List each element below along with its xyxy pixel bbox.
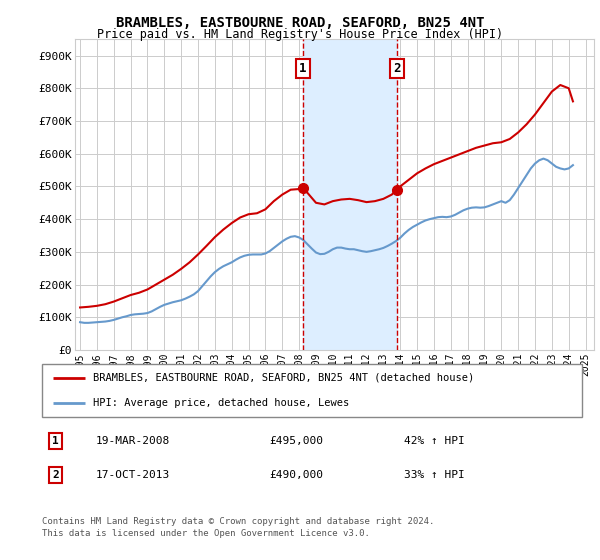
Text: 33% ↑ HPI: 33% ↑ HPI xyxy=(404,470,464,480)
Text: £490,000: £490,000 xyxy=(269,470,323,480)
Bar xyxy=(302,39,397,350)
Text: 17-OCT-2013: 17-OCT-2013 xyxy=(96,470,170,480)
Text: BRAMBLES, EASTBOURNE ROAD, SEAFORD, BN25 4NT: BRAMBLES, EASTBOURNE ROAD, SEAFORD, BN25… xyxy=(116,16,484,30)
Text: Price paid vs. HM Land Registry's House Price Index (HPI): Price paid vs. HM Land Registry's House … xyxy=(97,28,503,41)
Text: 2: 2 xyxy=(52,470,59,480)
Text: HPI: Average price, detached house, Lewes: HPI: Average price, detached house, Lewe… xyxy=(94,398,350,408)
Text: 1: 1 xyxy=(299,62,307,75)
FancyBboxPatch shape xyxy=(42,364,582,417)
Text: 42% ↑ HPI: 42% ↑ HPI xyxy=(404,436,464,446)
Text: 1: 1 xyxy=(52,436,59,446)
Text: 2: 2 xyxy=(393,62,400,75)
Text: Contains HM Land Registry data © Crown copyright and database right 2024.: Contains HM Land Registry data © Crown c… xyxy=(42,517,434,526)
Text: 19-MAR-2008: 19-MAR-2008 xyxy=(96,436,170,446)
Text: £495,000: £495,000 xyxy=(269,436,323,446)
Text: This data is licensed under the Open Government Licence v3.0.: This data is licensed under the Open Gov… xyxy=(42,529,370,538)
Text: BRAMBLES, EASTBOURNE ROAD, SEAFORD, BN25 4NT (detached house): BRAMBLES, EASTBOURNE ROAD, SEAFORD, BN25… xyxy=(94,373,475,383)
